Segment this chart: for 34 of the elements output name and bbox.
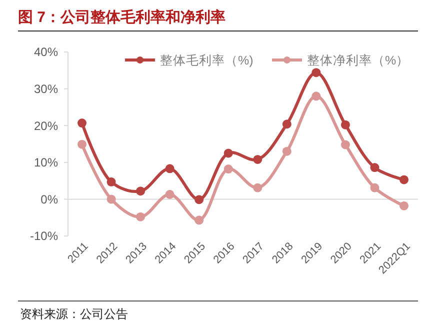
point	[165, 190, 174, 199]
point	[136, 186, 146, 196]
point	[282, 120, 292, 129]
point	[400, 175, 408, 184]
point	[400, 201, 408, 210]
point	[312, 92, 321, 101]
point	[224, 164, 233, 174]
point	[253, 183, 262, 192]
y-tick-label: 20%	[34, 118, 58, 133]
y-tick-label: 40%	[34, 45, 58, 60]
y-tick-label: 0%	[40, 192, 58, 206]
point	[370, 183, 380, 192]
y-tick-label: 30%	[34, 82, 58, 96]
point	[340, 120, 350, 130]
point	[282, 146, 292, 156]
point	[312, 68, 321, 78]
point	[340, 140, 350, 150]
point	[165, 164, 174, 174]
chart-title: 图 7：公司整体毛利率和净利率	[18, 8, 226, 26]
y-tick-label: 10%	[34, 156, 58, 170]
point	[106, 177, 116, 186]
point	[78, 140, 86, 149]
point	[370, 163, 380, 172]
point	[136, 212, 146, 222]
legend-label: 整体毛利率（%)	[160, 52, 254, 68]
point	[78, 118, 86, 128]
y-tick-label: -10%	[30, 229, 58, 244]
point	[224, 148, 233, 158]
legend-label: 整体净利率（%）	[307, 52, 410, 68]
point	[253, 154, 262, 164]
point	[194, 195, 204, 204]
point	[106, 194, 116, 204]
point	[194, 216, 204, 225]
text: 资料来源：公司公告	[20, 307, 128, 321]
